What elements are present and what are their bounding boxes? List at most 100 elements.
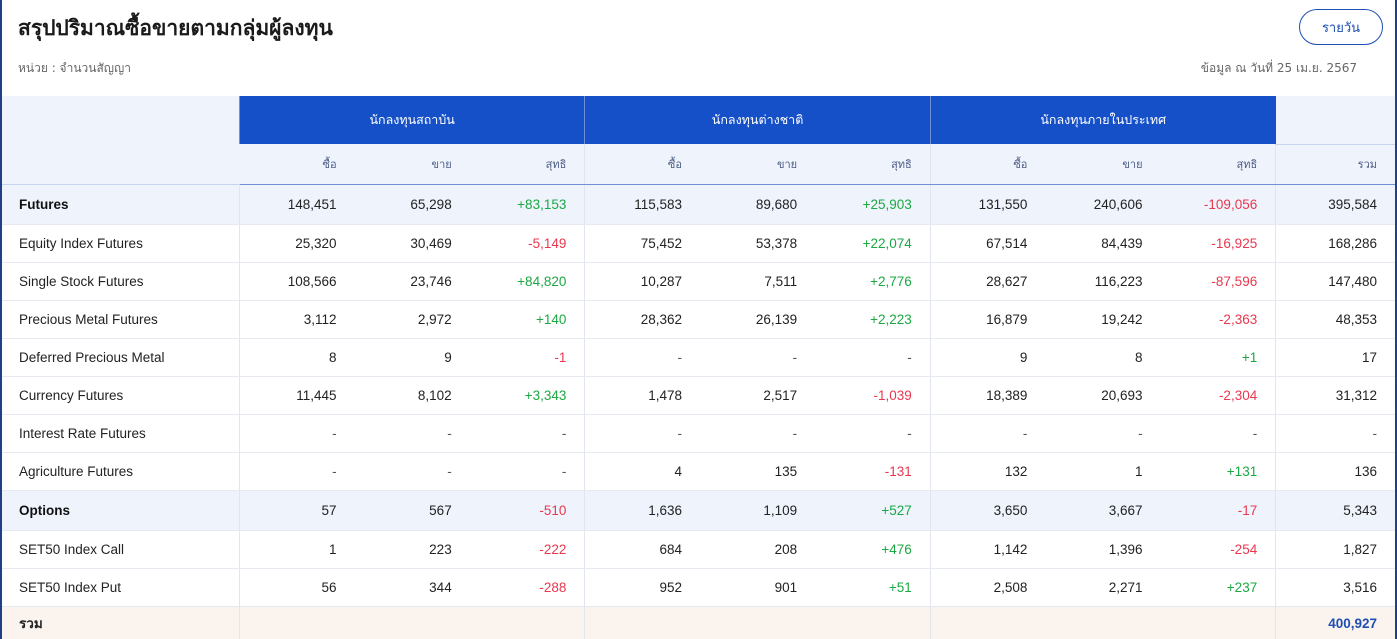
cell-buy: - [238,414,355,453]
row-label: Single Stock Futures [2,262,240,301]
cell-sell: 567 [354,490,470,531]
cell-buy: 1,636 [584,490,700,531]
cell-total: 168,286 [1275,224,1395,263]
column-header-buy: ซื้อ [239,144,355,185]
row-label: SET50 Index Call [2,530,240,569]
total-row-empty-cell [700,606,816,639]
table-row: SET50 Index Put 56 344 -288 952 901 +51 2,508 2,… [2,568,1395,607]
cell-buy: 8 [238,338,355,377]
cell-buy: 132 [929,452,1046,491]
cell-net: -2,304 [1160,376,1276,415]
cell-net: +527 [815,490,931,531]
cell-net: - [469,414,585,453]
cell-buy: - [238,452,355,491]
daily-button[interactable]: รายวัน [1299,9,1383,45]
cell-net: -2,363 [1160,300,1276,339]
cell-sell: 8,102 [354,376,470,415]
cell-buy: 1,478 [584,376,700,415]
cell-net: -109,056 [1160,184,1276,225]
cell-sell: 208 [700,530,816,569]
column-header-buy: ซื้อ [584,144,700,185]
total-row-empty-cell [354,606,470,639]
cell-sell: 89,680 [700,184,816,225]
cell-sell: 135 [700,452,816,491]
cell-buy: 75,452 [584,224,700,263]
cell-net: -17 [1160,490,1276,531]
cell-net: -222 [469,530,585,569]
cell-buy: 10,287 [584,262,700,301]
grand-total-value: 400,927 [1275,606,1395,639]
cell-net: - [1160,414,1276,453]
cell-total: 17 [1275,338,1395,377]
total-header-spacer [1275,96,1395,145]
cell-buy: 148,451 [238,184,355,225]
cell-sell: 1,396 [1045,530,1161,569]
table-row: Interest Rate Futures - - - - - - - - - - [2,414,1395,453]
cell-net: - [815,414,931,453]
cell-net: +237 [1160,568,1276,607]
column-header-net: สุทธิ [469,144,585,185]
cell-sell: 84,439 [1045,224,1161,263]
cell-buy: 1 [238,530,355,569]
cell-sell: 19,242 [1045,300,1161,339]
cell-buy: 952 [584,568,700,607]
cell-sell: - [700,414,816,453]
cell-sell: 23,746 [354,262,470,301]
cell-net: -87,596 [1160,262,1276,301]
cell-sell: 8 [1045,338,1161,377]
row-label: Interest Rate Futures [2,414,240,453]
total-row-empty-cell [469,606,585,639]
total-row-empty-cell [815,606,931,639]
cell-net: -288 [469,568,585,607]
cell-sell: 901 [700,568,816,607]
cell-sell: - [700,338,816,377]
cell-total: 3,516 [1275,568,1395,607]
total-row-empty-cell [929,606,1046,639]
row-label: Agriculture Futures [2,452,240,491]
cell-net: +3,343 [469,376,585,415]
total-row-empty-cell [238,606,355,639]
column-header-sell: ขาย [354,144,470,185]
cell-net: -510 [469,490,585,531]
cell-sell: 1 [1045,452,1161,491]
as-of-date: ข้อมูล ณ วันที่ 25 เม.ย. 2567 [1200,61,1357,75]
cell-buy: 3,112 [238,300,355,339]
cell-net: +1 [1160,338,1276,377]
category-row: Options 57 567 -510 1,636 1,109 +527 3,650 3,667… [2,490,1395,531]
cell-net: -5,149 [469,224,585,263]
cell-sell: 223 [354,530,470,569]
cell-sell: 3,667 [1045,490,1161,531]
cell-buy: 67,514 [929,224,1046,263]
cell-buy: 16,879 [929,300,1046,339]
cell-total: 1,827 [1275,530,1395,569]
cell-net: -1,039 [815,376,931,415]
table-row: Precious Metal Futures 3,112 2,972 +140 28,3… [2,300,1395,339]
column-header-buy: ซื้อ [929,144,1046,185]
cell-buy: 18,389 [929,376,1046,415]
cell-net: +51 [815,568,931,607]
cell-total: 5,343 [1275,490,1395,531]
table-row: Currency Futures 11,445 8,102 +3,343 1,478 2,… [2,376,1395,415]
cell-buy: 1,142 [929,530,1046,569]
cell-sell: - [1045,414,1161,453]
cell-net: - [815,338,931,377]
cell-net: +2,223 [815,300,931,339]
cell-buy: 25,320 [238,224,355,263]
cell-net: +131 [1160,452,1276,491]
cell-total: 395,584 [1275,184,1395,225]
column-header-net: สุทธิ [815,144,931,185]
cell-net: +476 [815,530,931,569]
cell-net: +25,903 [815,184,931,225]
column-header-total: รวม [1275,144,1395,185]
total-row: รวม 400,927 [2,606,1395,639]
row-label: Equity Index Futures [2,224,240,263]
cell-sell: 53,378 [700,224,816,263]
row-label: Futures [2,184,240,225]
cell-sell: 20,693 [1045,376,1161,415]
summary-table: นักลงทุนสถาบัน นักลงทุนต่างชาติ นักลงทุน… [2,96,1395,639]
cell-sell: 240,606 [1045,184,1161,225]
row-label: Currency Futures [2,376,240,415]
cell-sell: 116,223 [1045,262,1161,301]
group-header-local: นักลงทุนภายในประเทศ [929,96,1276,144]
